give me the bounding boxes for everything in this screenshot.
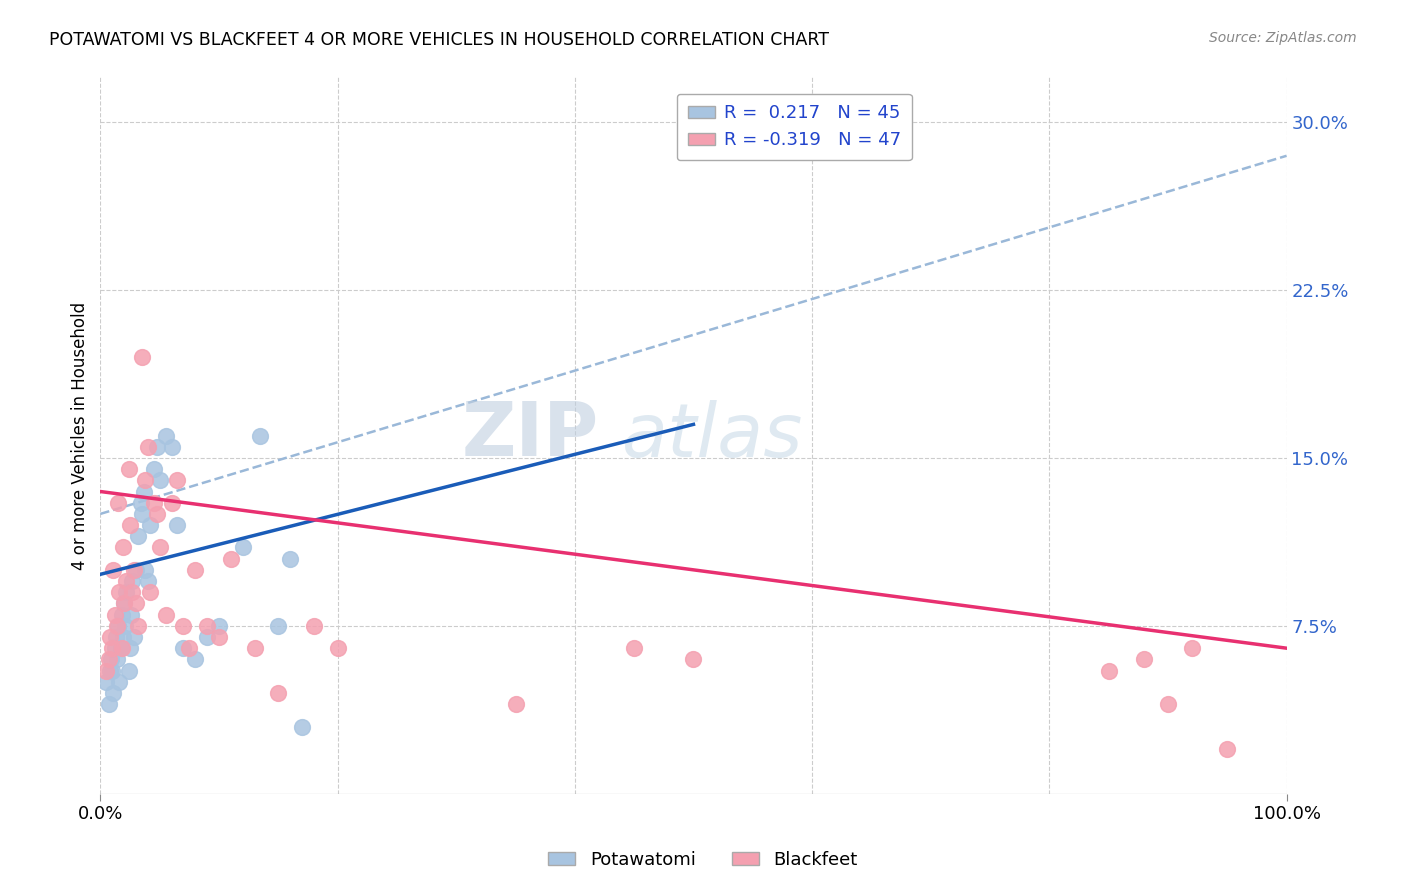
- Y-axis label: 4 or more Vehicles in Household: 4 or more Vehicles in Household: [72, 301, 89, 570]
- Point: [110, 641, 132, 656]
- Point: [125, 563, 148, 577]
- Point: [243, 641, 266, 656]
- Point: [111, 630, 134, 644]
- Point: [100, 652, 122, 666]
- Point: [232, 541, 254, 555]
- Point: [139, 518, 162, 533]
- Point: [249, 428, 271, 442]
- Point: [155, 607, 177, 622]
- Point: [326, 641, 349, 656]
- Point: [131, 507, 153, 521]
- Point: [1133, 652, 1156, 666]
- Point: [103, 686, 125, 700]
- Point: [166, 473, 188, 487]
- Text: ZIP: ZIP: [461, 399, 599, 472]
- Point: [122, 563, 145, 577]
- Point: [105, 619, 128, 633]
- Point: [108, 674, 131, 689]
- Point: [160, 496, 183, 510]
- Point: [166, 518, 188, 533]
- Point: [1181, 641, 1204, 656]
- Point: [111, 607, 134, 622]
- Point: [172, 641, 194, 656]
- Point: [103, 563, 125, 577]
- Point: [115, 574, 138, 588]
- Point: [146, 507, 169, 521]
- Point: [136, 440, 159, 454]
- Point: [184, 563, 207, 577]
- Point: [208, 630, 231, 644]
- Point: [1098, 664, 1121, 678]
- Point: [112, 596, 135, 610]
- Point: [134, 484, 156, 499]
- Point: [111, 641, 134, 656]
- Point: [121, 574, 143, 588]
- Point: [98, 664, 121, 678]
- Text: POTAWATOMI VS BLACKFEET 4 OR MORE VEHICLES IN HOUSEHOLD CORRELATION CHART: POTAWATOMI VS BLACKFEET 4 OR MORE VEHICL…: [49, 31, 830, 49]
- Point: [103, 641, 125, 656]
- Point: [105, 652, 128, 666]
- Point: [142, 462, 165, 476]
- Point: [96, 674, 118, 689]
- Point: [114, 619, 136, 633]
- Point: [118, 664, 141, 678]
- Point: [682, 652, 704, 666]
- Legend: R =  0.217   N = 45, R = -0.319   N = 47: R = 0.217 N = 45, R = -0.319 N = 47: [676, 94, 911, 161]
- Point: [118, 462, 141, 476]
- Point: [291, 719, 314, 733]
- Point: [121, 585, 143, 599]
- Point: [208, 619, 231, 633]
- Point: [623, 641, 645, 656]
- Point: [127, 529, 149, 543]
- Point: [108, 585, 131, 599]
- Point: [155, 428, 177, 442]
- Point: [1157, 697, 1180, 711]
- Point: [104, 630, 127, 644]
- Point: [122, 630, 145, 644]
- Point: [179, 641, 201, 656]
- Point: [1216, 742, 1239, 756]
- Point: [195, 619, 218, 633]
- Point: [103, 607, 125, 622]
- Point: [134, 563, 156, 577]
- Point: [111, 541, 134, 555]
- Point: [149, 541, 172, 555]
- Point: [115, 585, 138, 599]
- Point: [101, 641, 124, 656]
- Point: [98, 630, 121, 644]
- Point: [195, 630, 218, 644]
- Point: [302, 619, 325, 633]
- Point: [172, 619, 194, 633]
- Text: atlas: atlas: [623, 400, 804, 472]
- Point: [129, 496, 152, 510]
- Point: [134, 473, 156, 487]
- Point: [97, 697, 120, 711]
- Legend: Potawatomi, Blackfeet: Potawatomi, Blackfeet: [541, 844, 865, 876]
- Point: [97, 652, 120, 666]
- Point: [146, 440, 169, 454]
- Point: [107, 496, 129, 510]
- Point: [125, 596, 148, 610]
- Point: [118, 518, 141, 533]
- Point: [136, 574, 159, 588]
- Point: [505, 697, 527, 711]
- Point: [142, 496, 165, 510]
- Text: Source: ZipAtlas.com: Source: ZipAtlas.com: [1209, 31, 1357, 45]
- Point: [278, 551, 301, 566]
- Point: [101, 664, 124, 678]
- Point: [149, 473, 172, 487]
- Point: [112, 596, 135, 610]
- Point: [184, 652, 207, 666]
- Point: [120, 607, 142, 622]
- Point: [131, 350, 153, 364]
- Point: [267, 619, 290, 633]
- Point: [96, 664, 118, 678]
- Point: [219, 551, 242, 566]
- Point: [127, 619, 149, 633]
- Point: [107, 619, 129, 633]
- Point: [267, 686, 290, 700]
- Point: [139, 585, 162, 599]
- Point: [160, 440, 183, 454]
- Point: [118, 641, 141, 656]
